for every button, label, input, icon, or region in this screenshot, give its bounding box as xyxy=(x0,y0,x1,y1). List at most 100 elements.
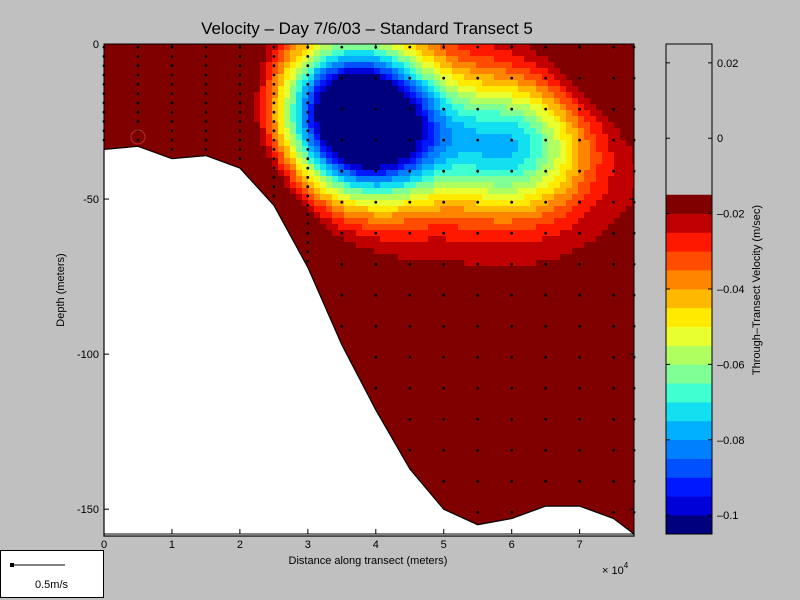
contour-cell xyxy=(314,86,321,93)
contour-cell xyxy=(410,110,417,117)
contour-cell xyxy=(446,308,453,315)
contour-cell xyxy=(152,44,159,51)
contour-cell xyxy=(410,254,417,261)
contour-cell xyxy=(350,116,357,123)
contour-cell xyxy=(350,278,357,285)
contour-cell xyxy=(374,374,381,381)
contour-cell xyxy=(272,110,279,117)
contour-cell xyxy=(284,158,291,165)
contour-cell xyxy=(320,74,327,81)
contour-cell xyxy=(416,368,423,375)
contour-cell xyxy=(254,74,261,81)
contour-cell xyxy=(434,386,441,393)
contour-cell xyxy=(350,134,357,141)
contour-cell xyxy=(338,278,345,285)
contour-cell xyxy=(404,242,411,249)
contour-cell xyxy=(266,128,273,135)
contour-cell xyxy=(338,218,345,225)
contour-cell xyxy=(374,392,381,399)
contour-cell xyxy=(254,44,261,51)
contour-cell xyxy=(458,422,465,429)
contour-cell xyxy=(116,56,123,63)
contour-cell xyxy=(452,158,459,165)
contour-cell xyxy=(446,332,453,339)
contour-cell xyxy=(398,206,405,213)
contour-cell xyxy=(362,128,369,135)
contour-cell xyxy=(266,164,273,171)
contour-cell xyxy=(338,182,345,189)
contour-cell xyxy=(302,62,309,69)
contour-cell xyxy=(326,236,333,243)
contour-cell xyxy=(398,440,405,447)
contour-cell xyxy=(416,104,423,111)
contour-cell xyxy=(218,128,225,135)
contour-cell xyxy=(320,134,327,141)
contour-cell xyxy=(386,122,393,129)
contour-cell xyxy=(128,44,135,51)
contour-cell xyxy=(368,68,375,75)
contour-cell xyxy=(104,62,111,69)
contour-cell xyxy=(380,224,387,231)
contour-cell xyxy=(434,440,441,447)
contour-cell xyxy=(320,176,327,183)
contour-cell xyxy=(464,128,471,135)
contour-cell xyxy=(404,296,411,303)
contour-cell xyxy=(122,80,129,87)
contour-cell xyxy=(104,128,111,135)
contour-cell xyxy=(302,200,309,207)
contour-cell xyxy=(164,110,171,117)
contour-cell xyxy=(344,320,351,327)
contour-cell xyxy=(302,212,309,219)
contour-cell xyxy=(368,392,375,399)
contour-cell xyxy=(338,140,345,147)
contour-cell xyxy=(434,416,441,423)
contour-cell xyxy=(344,44,351,51)
contour-cell xyxy=(140,98,147,105)
contour-cell xyxy=(290,110,297,117)
contour-cell xyxy=(446,146,453,153)
contour-cell xyxy=(368,326,375,333)
contour-cell xyxy=(440,152,447,159)
contour-cell xyxy=(458,362,465,369)
contour-cell xyxy=(362,272,369,279)
contour-cell xyxy=(242,122,249,129)
contour-cell xyxy=(200,44,207,51)
contour-cell xyxy=(296,158,303,165)
contour-cell xyxy=(416,464,423,471)
contour-cell xyxy=(338,224,345,231)
contour-cell xyxy=(380,128,387,135)
contour-cell xyxy=(356,152,363,159)
contour-cell xyxy=(128,98,135,105)
contour-cell xyxy=(314,170,321,177)
contour-cell xyxy=(410,404,417,411)
contour-cell xyxy=(206,116,213,123)
contour-cell xyxy=(368,290,375,297)
contour-cell xyxy=(392,128,399,135)
contour-cell xyxy=(344,206,351,213)
contour-cell xyxy=(338,104,345,111)
contour-cell xyxy=(356,170,363,177)
contour-cell xyxy=(146,146,153,153)
contour-cell xyxy=(386,308,393,315)
contour-cell xyxy=(416,386,423,393)
contour-cell xyxy=(392,80,399,87)
contour-cell xyxy=(182,146,189,153)
contour-cell xyxy=(110,50,117,57)
contour-cell xyxy=(446,422,453,429)
contour-cell xyxy=(326,68,333,75)
contour-cell xyxy=(338,146,345,153)
contour-cell xyxy=(308,104,315,111)
contour-cell xyxy=(464,362,471,369)
contour-cell xyxy=(416,98,423,105)
contour-cell xyxy=(158,104,165,111)
contour-cell xyxy=(410,302,417,309)
contour-cell xyxy=(380,230,387,237)
contour-cell xyxy=(404,188,411,195)
contour-cell xyxy=(434,254,441,261)
contour-cell xyxy=(362,320,369,327)
contour-cell xyxy=(404,182,411,189)
contour-cell xyxy=(452,440,459,447)
contour-cell xyxy=(308,188,315,195)
contour-cell xyxy=(422,308,429,315)
contour-cell xyxy=(434,236,441,243)
